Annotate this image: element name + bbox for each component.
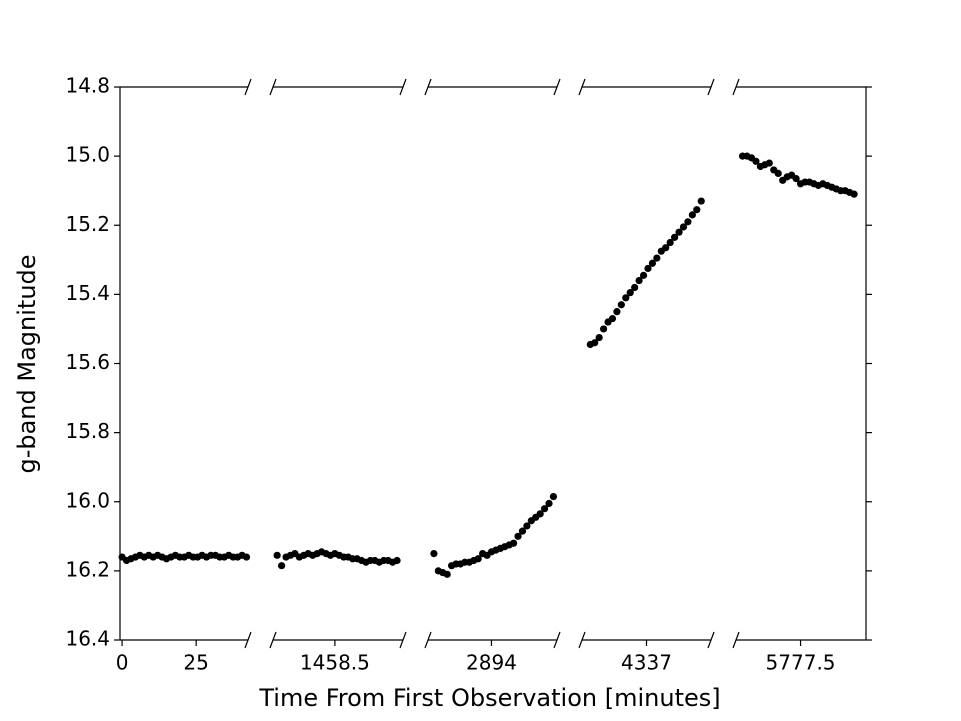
data-point (608, 314, 617, 323)
axis-break (269, 631, 277, 649)
data-point (631, 283, 639, 292)
data-point (613, 308, 621, 316)
y-tick-label: 15.8 (65, 419, 110, 443)
axis-break (269, 78, 277, 96)
y-tick-label: 15.0 (65, 143, 110, 167)
data-point (443, 570, 451, 578)
y-tick-label: 15.4 (65, 281, 110, 305)
y-tick-label: 14.8 (65, 74, 110, 98)
data-point (792, 174, 800, 183)
axis-break (424, 78, 432, 96)
data-point (644, 264, 652, 273)
data-point (684, 218, 692, 226)
data-point (662, 244, 670, 252)
y-tick-label: 16.4 (65, 627, 110, 651)
data-point (622, 294, 630, 302)
data-point (273, 551, 281, 559)
axis-break (399, 631, 407, 649)
axis-break (553, 78, 561, 96)
data-point (626, 289, 634, 297)
data-point (595, 333, 603, 342)
axis-break (707, 631, 715, 649)
data-point (765, 159, 773, 167)
data-point (242, 553, 251, 561)
data-point (523, 522, 531, 530)
data-point (430, 549, 438, 558)
data-point (752, 157, 760, 165)
data-point (541, 505, 549, 513)
data-point (393, 556, 401, 565)
x-tick-label: 0 (116, 651, 129, 675)
axis-break (707, 78, 715, 96)
data-point (591, 339, 599, 347)
data-point (635, 276, 643, 285)
axis-break (244, 631, 252, 649)
data-point (518, 527, 527, 535)
axis-break (244, 78, 252, 96)
data-point (774, 169, 782, 178)
data-point (549, 492, 558, 501)
y-tick-label: 16.2 (65, 557, 110, 581)
axis-break (732, 631, 740, 649)
data-point (671, 233, 679, 241)
data-point (536, 510, 544, 518)
x-axis-label: Time From First Observation [minutes] (258, 684, 720, 712)
data-point (693, 206, 701, 214)
x-tick-label: 4337 (621, 651, 672, 675)
x-tick-label: 1458.5 (300, 651, 370, 675)
data-point (666, 238, 674, 247)
data-point (474, 555, 482, 563)
data-point (653, 254, 661, 262)
data-point (648, 259, 657, 267)
data-point (545, 499, 553, 508)
axis-break (578, 78, 586, 96)
axis-break (578, 631, 586, 649)
y-tick-label: 16.0 (65, 488, 110, 512)
data-point (675, 228, 683, 236)
y-tick-label: 15.2 (65, 212, 110, 236)
y-tick-label: 15.6 (65, 350, 110, 374)
data-point (617, 301, 625, 309)
data-point (514, 532, 522, 540)
axis-break (424, 631, 432, 649)
data-point (697, 197, 705, 205)
data-point (277, 562, 286, 570)
data-point (679, 223, 688, 231)
data-point (850, 190, 858, 198)
data-point (639, 271, 648, 279)
data-point (510, 539, 518, 547)
axis-break (732, 78, 740, 96)
axis-break (553, 631, 561, 649)
x-tick-label: 25 (183, 651, 208, 675)
y-axis-label: g-band Magnitude (13, 254, 41, 473)
data-point (599, 325, 608, 333)
x-tick-label: 5777.5 (766, 651, 836, 675)
x-tick-label: 2894 (466, 651, 517, 675)
data-point (688, 211, 696, 219)
axis-break (399, 78, 407, 96)
